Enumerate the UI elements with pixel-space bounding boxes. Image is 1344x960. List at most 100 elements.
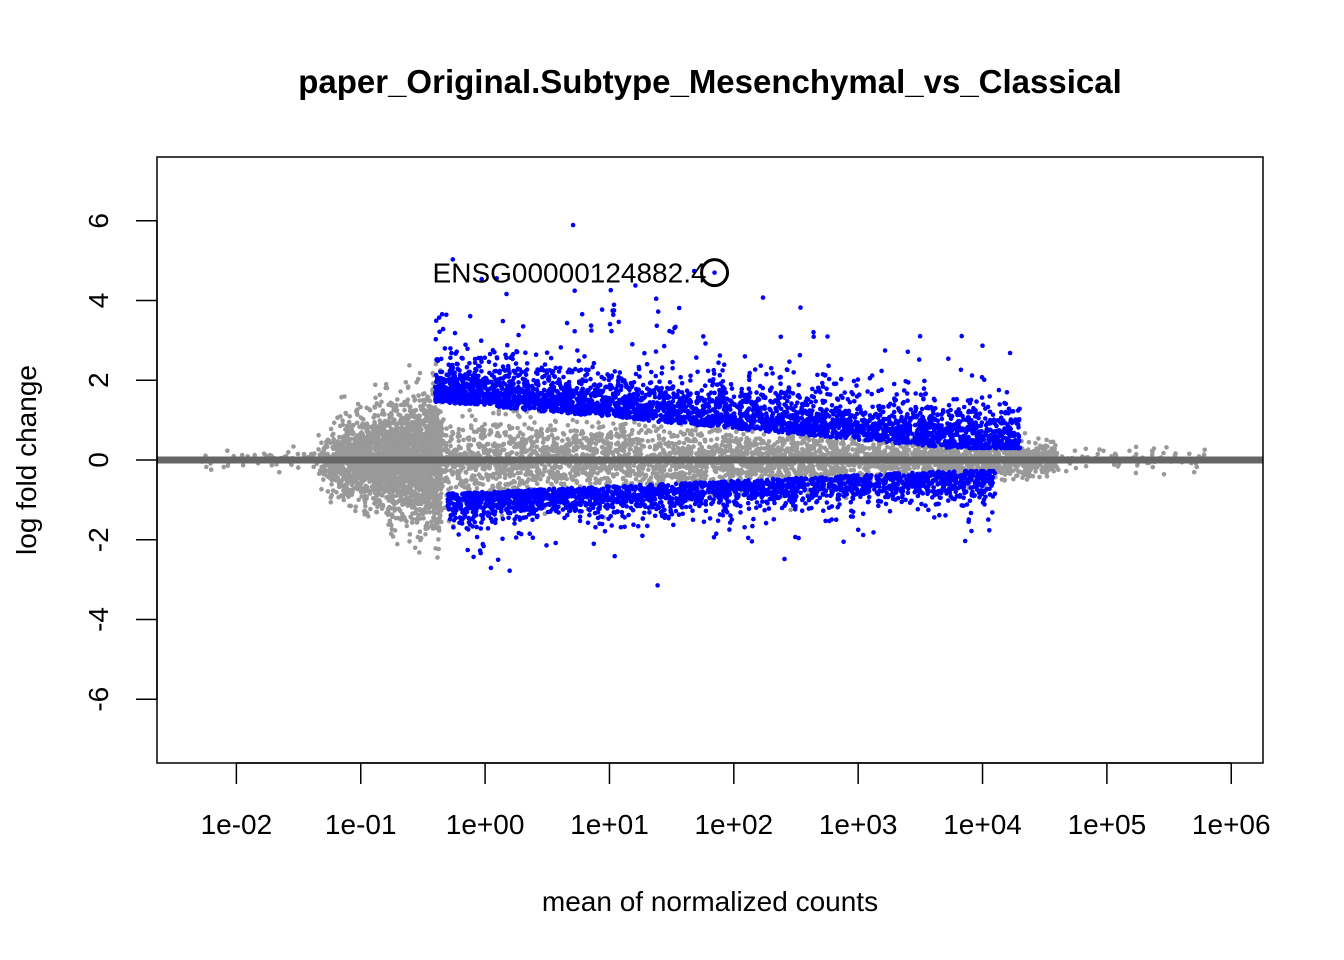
- point-not-significant: [395, 397, 400, 402]
- point-not-significant: [574, 419, 580, 425]
- point-not-significant: [414, 478, 419, 483]
- point-not-significant: [352, 475, 358, 481]
- point-not-significant: [339, 394, 344, 400]
- point-not-significant: [584, 419, 590, 425]
- point-not-significant: [429, 523, 434, 528]
- point-not-significant: [349, 423, 354, 428]
- point-not-significant: [319, 486, 324, 492]
- point-not-significant: [386, 436, 391, 441]
- point-not-significant: [403, 380, 409, 385]
- point-not-significant: [425, 395, 431, 400]
- point-not-significant: [412, 414, 418, 420]
- point-not-significant: [309, 451, 314, 457]
- point-not-significant: [404, 519, 409, 524]
- point-not-significant: [372, 422, 378, 428]
- point-not-significant: [331, 431, 336, 437]
- point-not-significant: [389, 410, 394, 416]
- point-not-significant: [377, 392, 383, 398]
- point-not-significant: [359, 487, 364, 493]
- point-not-significant: [382, 489, 387, 495]
- point-not-significant: [407, 471, 413, 477]
- point-not-significant: [373, 500, 379, 505]
- point-not-significant: [331, 469, 337, 474]
- point-not-significant: [413, 494, 418, 499]
- point-not-significant: [667, 430, 673, 436]
- point-not-significant: [566, 449, 572, 455]
- point-not-significant: [401, 429, 406, 435]
- point-not-significant: [360, 438, 366, 444]
- point-not-significant: [412, 397, 418, 402]
- point-not-significant: [391, 481, 397, 487]
- point-not-significant: [397, 434, 402, 439]
- point-not-significant: [485, 477, 491, 483]
- point-not-significant: [316, 432, 321, 438]
- point-not-significant: [811, 437, 816, 442]
- point-not-significant: [340, 418, 345, 423]
- point-not-significant: [427, 499, 432, 505]
- point-not-significant: [438, 491, 444, 496]
- point-not-significant: [402, 401, 408, 406]
- point-not-significant: [321, 477, 326, 482]
- point-not-significant: [374, 401, 380, 406]
- point-not-significant: [392, 472, 397, 477]
- point-not-significant: [838, 441, 844, 446]
- point-not-significant: [395, 478, 400, 483]
- point-not-significant: [593, 480, 598, 486]
- point-not-significant: [611, 421, 616, 426]
- point-not-significant: [434, 423, 440, 429]
- point-not-significant: [392, 406, 397, 412]
- point-not-significant: [650, 437, 655, 443]
- point-not-significant: [416, 393, 421, 398]
- point-not-significant: [529, 434, 534, 440]
- point-not-significant: [421, 402, 427, 408]
- point-not-significant: [473, 478, 479, 483]
- point-not-significant: [286, 449, 291, 455]
- point-not-significant: [405, 423, 411, 428]
- point-not-significant: [398, 496, 403, 502]
- point-not-significant: [358, 415, 364, 420]
- point-not-significant: [448, 443, 453, 449]
- point-not-significant: [367, 491, 373, 496]
- point-not-significant: [406, 428, 412, 434]
- point-not-significant: [402, 484, 408, 489]
- point-not-significant: [400, 502, 405, 508]
- point-not-significant: [460, 414, 465, 419]
- point-not-significant: [386, 420, 392, 425]
- chart-title: paper_Original.Subtype_Mesenchymal_vs_Cl…: [298, 63, 1122, 100]
- point-not-significant: [574, 480, 580, 486]
- point-not-significant: [369, 477, 375, 483]
- point-not-significant: [467, 408, 472, 413]
- point-not-significant: [348, 503, 354, 509]
- point-not-significant: [486, 449, 492, 455]
- point-not-significant: [422, 442, 428, 448]
- point-not-significant: [411, 441, 416, 447]
- point-not-significant: [357, 473, 363, 479]
- point-not-significant: [387, 447, 392, 453]
- point-not-significant: [398, 482, 404, 487]
- point-not-significant: [1014, 473, 1019, 479]
- point-not-significant: [432, 407, 438, 413]
- point-not-significant: [383, 385, 389, 391]
- point-not-significant: [423, 504, 428, 510]
- point-not-significant: [1036, 436, 1041, 441]
- point-not-significant: [474, 485, 480, 491]
- point-not-significant: [373, 382, 378, 388]
- point-not-significant: [448, 434, 454, 440]
- point-not-significant: [645, 438, 651, 444]
- point-not-significant: [606, 469, 611, 475]
- point-not-significant: [425, 410, 431, 416]
- point-not-significant: [407, 404, 413, 409]
- point-not-significant: [642, 423, 648, 429]
- point-not-significant: [434, 473, 439, 478]
- point-not-significant: [408, 487, 414, 493]
- point-not-significant: [399, 425, 405, 431]
- point-not-significant: [405, 384, 411, 390]
- point-not-significant: [225, 463, 231, 469]
- point-not-significant: [416, 413, 422, 419]
- point-not-significant: [471, 437, 477, 442]
- point-not-significant: [331, 437, 337, 442]
- point-not-significant: [385, 476, 391, 482]
- point-not-significant: [366, 514, 371, 519]
- point-not-significant: [411, 501, 417, 506]
- point-not-significant: [621, 434, 626, 439]
